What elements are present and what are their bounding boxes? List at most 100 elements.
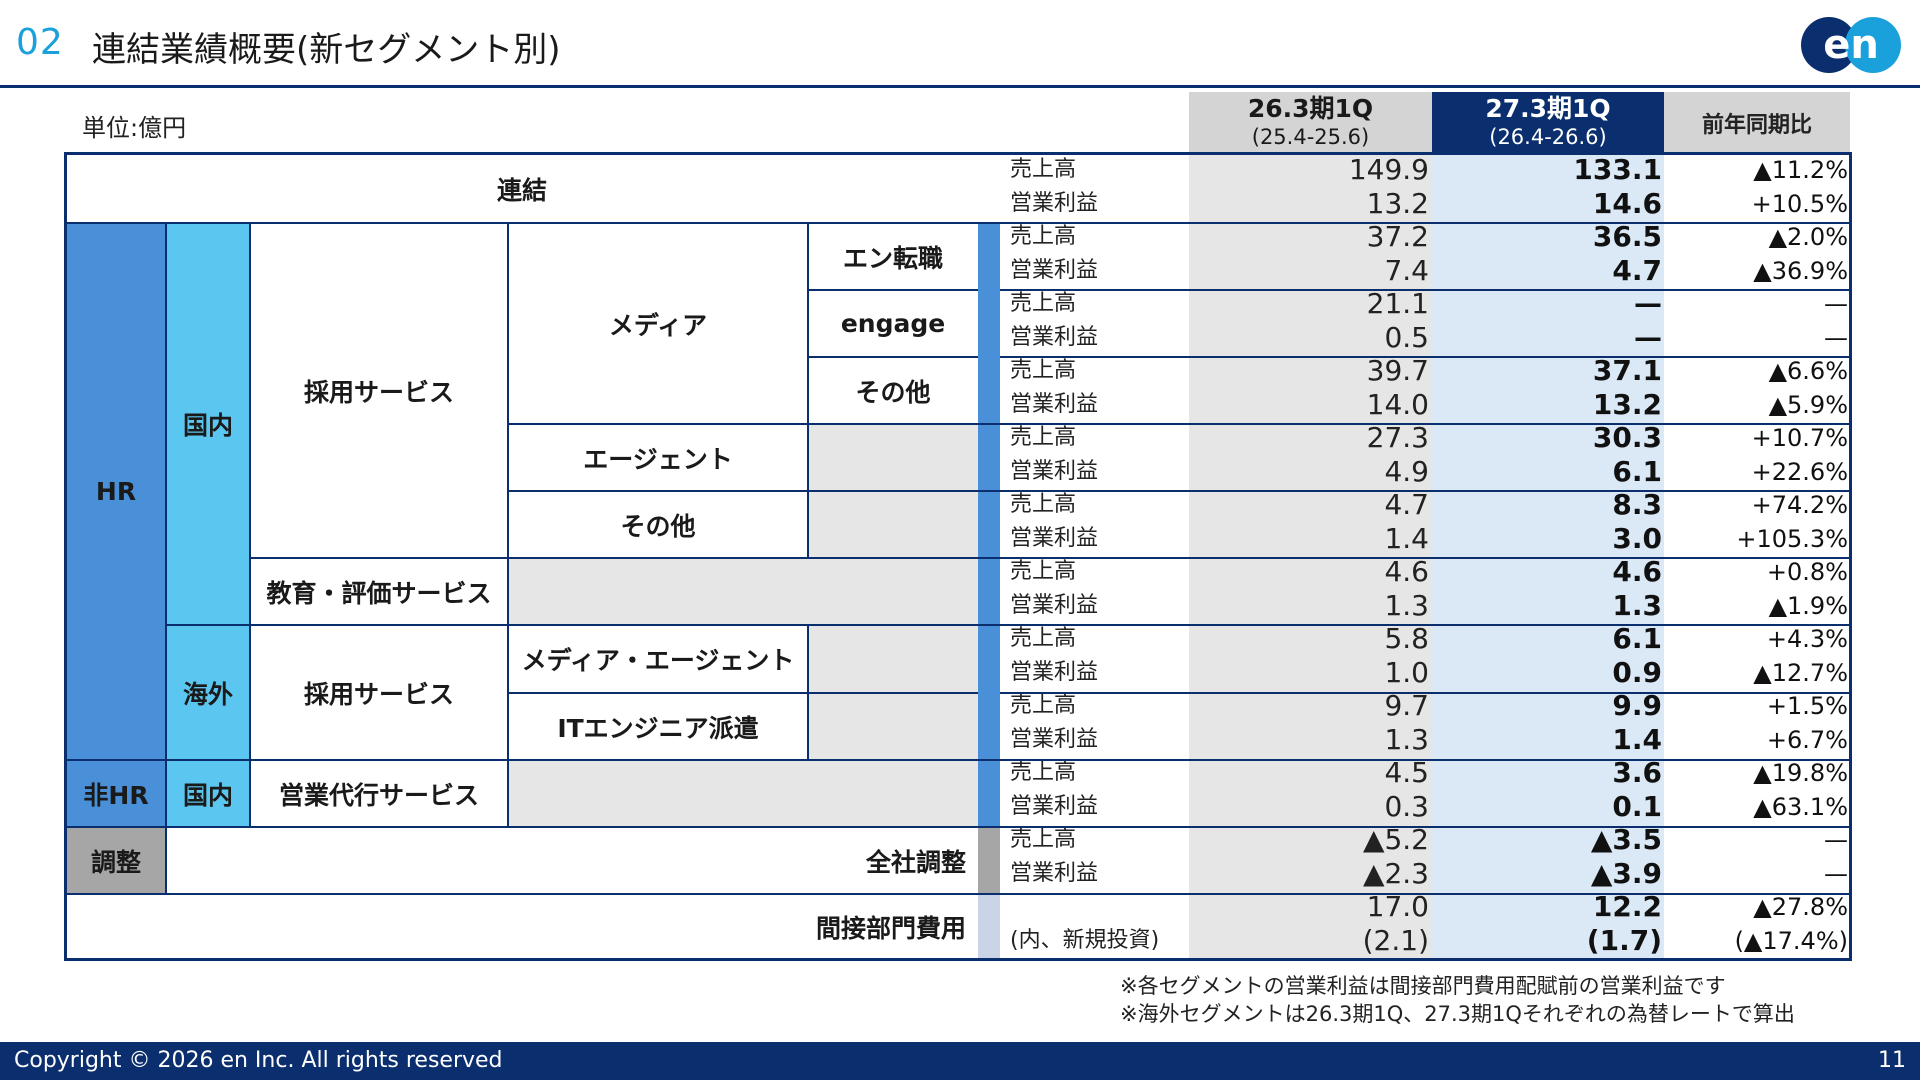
metric-op-label: 営業利益 — [1010, 459, 1099, 484]
section-number: 02 — [16, 22, 64, 63]
grid-line — [64, 222, 1852, 224]
value-yoy: ▲19.8% — [1753, 759, 1848, 787]
slide-footer: Copyright © 2026 en Inc. All rights rese… — [0, 1042, 1920, 1080]
segment-domestic-label: 国内 — [182, 411, 233, 440]
value-cur: — — [1634, 287, 1662, 320]
engage-text: engage — [840, 309, 946, 338]
consolidated-label: 連結 — [66, 154, 978, 223]
other-text: その他 — [620, 511, 696, 541]
grid-line — [807, 625, 809, 760]
metric-sales-label: 売上高 — [1010, 492, 1077, 517]
value-yoy: +1.5% — [1766, 692, 1848, 720]
value-cur: ▲3.9 — [1590, 857, 1662, 890]
grid-line — [165, 827, 167, 894]
value-prev: 4.9 — [1384, 455, 1429, 488]
value-yoy: +74.2% — [1751, 491, 1848, 519]
sales-agency-text: 営業代行サービス — [278, 780, 479, 810]
en-tenshoku-label: エン転職 — [808, 223, 978, 290]
value-yoy: ▲36.9% — [1753, 257, 1848, 285]
value-prev: 27.3 — [1366, 421, 1429, 454]
value-prev: 39.7 — [1366, 354, 1429, 387]
grid-line — [508, 423, 1852, 425]
metric-sales-label: 売上高 — [1010, 157, 1077, 182]
grid-line — [1000, 356, 1852, 358]
media-agent-text: メディア・エージェント — [521, 646, 795, 675]
grid-line — [807, 223, 809, 558]
value-cur: 1.3 — [1612, 589, 1662, 622]
metric-op-label: 営業利益 — [1010, 727, 1099, 752]
indirect-indicator-strip — [978, 894, 1000, 960]
value-prev: (2.1) — [1362, 924, 1429, 957]
it-dispatch-label: ITエンジニア派遣 — [508, 693, 808, 760]
value-cur: 3.0 — [1612, 522, 1662, 555]
value-cur: 12.2 — [1592, 890, 1662, 923]
indirect-cost-text: 間接部門費用 — [815, 914, 966, 943]
metric-sales-label: 売上高 — [1010, 760, 1077, 785]
metric-new-invest-label: (内、新規投資) — [1010, 928, 1160, 953]
column-header-cur-main: 27.3期1Q — [1485, 94, 1611, 123]
grid-line — [1000, 692, 1852, 694]
grid-line — [166, 624, 1852, 626]
copyright: Copyright © 2026 en Inc. All rights rese… — [14, 1048, 503, 1073]
metric-sales-label: 売上高 — [1010, 291, 1077, 316]
value-cur: 0.9 — [1612, 656, 1662, 689]
value-prev: 0.5 — [1384, 321, 1429, 354]
metric-sales-label: 売上高 — [1010, 626, 1077, 651]
metric-sales-label: 売上高 — [1010, 827, 1077, 852]
value-cur: ▲3.5 — [1590, 823, 1662, 856]
segment-non-hr-label: 非HR — [83, 780, 149, 810]
value-prev: 149.9 — [1348, 153, 1429, 186]
media-agent-label: メディア・エージェント — [508, 625, 808, 693]
value-yoy: ▲27.8% — [1753, 893, 1848, 921]
value-yoy: ▲5.9% — [1768, 391, 1848, 419]
value-prev: 1.3 — [1384, 723, 1429, 756]
media-text: メディア — [608, 310, 708, 340]
metric-op-label: 営業利益 — [1010, 526, 1099, 551]
sales-agency-label: 営業代行サービス — [250, 760, 508, 827]
value-cur: 9.9 — [1612, 689, 1662, 722]
segment-indicator-strip — [978, 223, 1000, 827]
media-label: メディア — [508, 223, 808, 424]
filler-cell-edu — [508, 558, 978, 625]
value-prev: 5.8 — [1384, 622, 1429, 655]
company-adjust-label: 全社調整 — [166, 827, 966, 894]
value-yoy: — — [1824, 324, 1848, 352]
metric-sales-label: 売上高 — [1010, 425, 1077, 450]
grid-line — [249, 223, 251, 827]
value-yoy: — — [1824, 826, 1848, 854]
company-adjust-text: 全社調整 — [865, 847, 966, 877]
metric-op-label: 営業利益 — [1010, 258, 1099, 283]
media-other-text: その他 — [855, 377, 931, 407]
agent-text: エージェント — [583, 444, 733, 474]
grid-line — [508, 692, 978, 694]
consolidated-text: 連結 — [496, 175, 547, 205]
value-prev: 13.2 — [1366, 187, 1429, 220]
value-prev: 9.7 — [1384, 689, 1429, 722]
edu-service-label: 教育・評価サービス — [250, 558, 508, 625]
value-cur: 0.1 — [1612, 790, 1662, 823]
grid-line — [64, 958, 1852, 961]
segment-overseas-label: 海外 — [182, 679, 233, 709]
column-header-cur: 27.3期1Q (26.4-26.6) — [1432, 92, 1664, 154]
footnote-2: ※海外セグメントは26.3期1Q、27.3期1Qそれぞれの為替レートで算出 — [1120, 1002, 1795, 1026]
value-cur: 6.1 — [1612, 622, 1662, 655]
value-cur: 13.2 — [1592, 388, 1662, 421]
overseas-recruit-label: 採用サービス — [250, 625, 508, 760]
value-yoy: ▲63.1% — [1753, 793, 1848, 821]
value-cur: 3.6 — [1612, 756, 1662, 789]
column-header-cur-sub: (26.4-26.6) — [1489, 125, 1607, 149]
segment-domestic: 国内 — [166, 223, 250, 625]
value-cur: 8.3 — [1612, 488, 1662, 521]
segment-hr-label: HR — [95, 477, 137, 506]
value-yoy: — — [1824, 290, 1848, 318]
column-header-prev-sub: (25.4-25.6) — [1251, 125, 1370, 149]
slide-header: 02 連結業績概要(新セグメント別) en — [0, 0, 1920, 88]
grid-line — [808, 289, 978, 291]
metric-sales-label: 売上高 — [1010, 224, 1077, 249]
segment-overseas: 海外 — [166, 625, 250, 760]
value-prev: 4.7 — [1384, 488, 1429, 521]
media-other-label: その他 — [808, 357, 978, 424]
en-tenshoku-text: エン転職 — [842, 243, 943, 273]
overseas-recruit-text: 採用サービス — [303, 679, 454, 709]
value-prev: 4.6 — [1384, 555, 1429, 588]
